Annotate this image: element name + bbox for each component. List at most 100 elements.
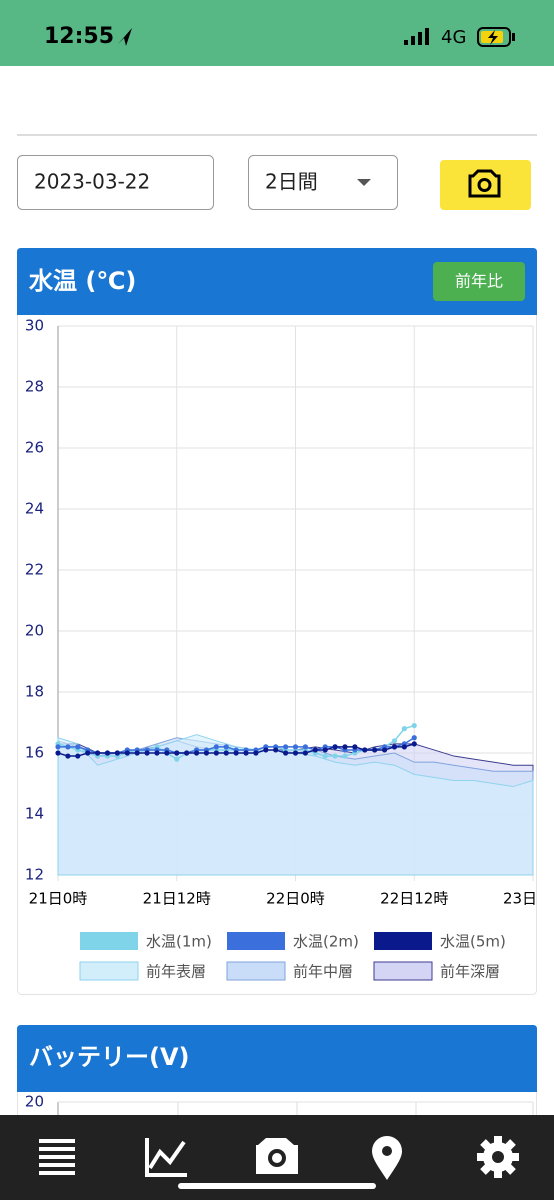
point xyxy=(283,750,289,756)
x-tick-label: 22日12時 xyxy=(380,890,448,908)
point xyxy=(332,744,338,750)
point xyxy=(154,750,160,756)
point xyxy=(362,747,368,753)
y-tick-label: 14 xyxy=(25,805,44,823)
point xyxy=(164,750,170,756)
legend-label: 前年表層 xyxy=(146,963,206,981)
date-input[interactable] xyxy=(17,155,214,210)
chart-card xyxy=(17,248,537,995)
point xyxy=(342,744,348,750)
battery-tip xyxy=(512,33,515,41)
y-tick-label: 18 xyxy=(25,683,44,701)
dropdown-arrow xyxy=(357,179,371,186)
point xyxy=(174,756,180,762)
card-header xyxy=(17,1025,537,1092)
point xyxy=(193,750,200,756)
period-select[interactable] xyxy=(248,155,398,210)
legend-swatch xyxy=(374,932,432,950)
legend-label: 水温(2m) xyxy=(293,933,359,951)
point xyxy=(312,747,318,753)
compare-button[interactable] xyxy=(433,262,525,301)
point xyxy=(302,750,308,756)
point xyxy=(292,750,299,756)
battery-icon xyxy=(477,27,511,47)
point xyxy=(75,753,81,759)
y-tick-label: 16 xyxy=(25,744,44,762)
legend: 水温(1m) 水温(2m) 水温(5m) 前年表層 前年中層 前年深層 xyxy=(79,932,506,981)
y-tick-label: 20 xyxy=(25,1093,44,1111)
point xyxy=(401,726,407,732)
point xyxy=(124,750,130,756)
nav-chart-icon[interactable] xyxy=(145,1138,187,1177)
nav-map-icon[interactable] xyxy=(372,1136,402,1180)
point xyxy=(55,744,61,750)
point xyxy=(94,750,101,756)
home-indicator xyxy=(178,1183,376,1189)
nav-list-icon[interactable] xyxy=(39,1139,75,1175)
location-icon xyxy=(118,28,132,46)
point xyxy=(134,750,140,756)
y-tick-label: 28 xyxy=(25,378,44,396)
point xyxy=(55,750,61,756)
x-tick-label: 21日12時 xyxy=(143,890,211,908)
point xyxy=(332,753,338,759)
y-tick-label: 20 xyxy=(25,622,44,640)
point xyxy=(65,744,71,750)
legend-label: 前年中層 xyxy=(293,963,353,981)
status-time: 12:55 xyxy=(44,24,114,49)
status-bar xyxy=(0,0,554,66)
plot-area: 12 14 16 18 20 22 24 26 28 30 21日0時 21日12時 22日0時 22日1… xyxy=(25,317,537,908)
nav-camera-icon[interactable] xyxy=(256,1138,298,1174)
x-tick-label: 21日0時 xyxy=(29,890,88,908)
point xyxy=(381,747,388,753)
point xyxy=(243,750,249,756)
nav-map-dot xyxy=(382,1146,392,1156)
signal-icon xyxy=(404,28,429,45)
chart-title: バッテリー(V) xyxy=(29,1043,190,1071)
date-value: 2023-03-22 xyxy=(34,170,150,194)
point xyxy=(223,750,229,756)
point xyxy=(65,753,71,759)
point xyxy=(213,750,219,756)
legend-swatch xyxy=(226,961,286,981)
point xyxy=(184,750,190,756)
y-tick-label: 24 xyxy=(25,500,44,518)
point xyxy=(302,744,308,750)
charging-icon xyxy=(488,30,498,45)
legend-label: 水温(5m) xyxy=(440,933,506,951)
x-tick-label: 23日 xyxy=(503,890,537,908)
point xyxy=(114,750,120,756)
point xyxy=(144,750,150,756)
point xyxy=(391,744,398,750)
point xyxy=(283,744,289,750)
point xyxy=(213,744,219,750)
camera-icon xyxy=(468,169,501,198)
point xyxy=(411,722,417,729)
legend-swatch xyxy=(80,932,138,950)
point xyxy=(85,750,91,756)
camera-button[interactable] xyxy=(440,160,531,210)
y-tick-label: 30 xyxy=(25,317,44,335)
point xyxy=(263,747,269,753)
network-label: 4G xyxy=(441,27,466,48)
compare-button-label: 前年比 xyxy=(455,272,503,291)
point xyxy=(203,750,210,756)
point xyxy=(292,744,299,750)
card-header xyxy=(17,248,537,315)
nav-settings-icon[interactable] xyxy=(477,1136,519,1178)
point xyxy=(273,747,279,753)
period-value: 2日間 xyxy=(265,170,318,194)
point xyxy=(342,753,348,759)
y-tick-label: 26 xyxy=(25,439,44,457)
y-tick-label: 12 xyxy=(25,866,44,884)
point xyxy=(411,741,417,747)
point xyxy=(104,750,111,756)
point xyxy=(391,738,398,744)
point xyxy=(411,735,417,741)
point xyxy=(322,753,328,759)
point xyxy=(372,747,378,753)
point xyxy=(75,744,81,750)
legend-swatch xyxy=(373,961,433,981)
point xyxy=(174,750,180,756)
